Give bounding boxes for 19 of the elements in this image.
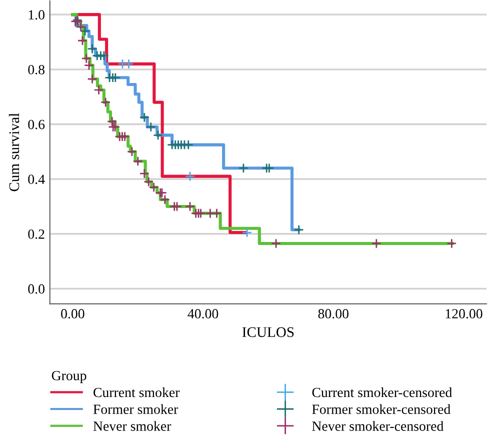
- legend-title: Group: [52, 370, 86, 384]
- y-axis-title: Cum survival: [8, 113, 20, 192]
- y-tick-label: 0.2: [28, 229, 44, 239]
- x-tick-label: 80.00: [318, 309, 348, 318]
- legend-label: Former smoker: [93, 404, 178, 414]
- x-tick-label: 40.00: [188, 309, 218, 318]
- legend-label: Current smoker: [94, 387, 180, 398]
- y-tick-label: 0.8: [28, 64, 44, 74]
- y-tick-label: 0.6: [28, 120, 45, 130]
- x-tick-label: 0.00: [61, 309, 84, 318]
- legend-label: Former smoker-censored: [312, 404, 450, 414]
- y-tick-label: 1.0: [28, 10, 44, 20]
- x-tick-label: 120.00: [446, 309, 482, 318]
- y-tick-label: 0.0: [28, 284, 44, 294]
- y-tick-label: 0.4: [28, 174, 45, 184]
- legend-label: Current smoker-censored: [312, 387, 452, 398]
- legend-label: Never smoker: [93, 421, 172, 431]
- legend-label: Never smoker-censored: [312, 421, 444, 431]
- x-axis-title: ICULOS: [242, 327, 294, 338]
